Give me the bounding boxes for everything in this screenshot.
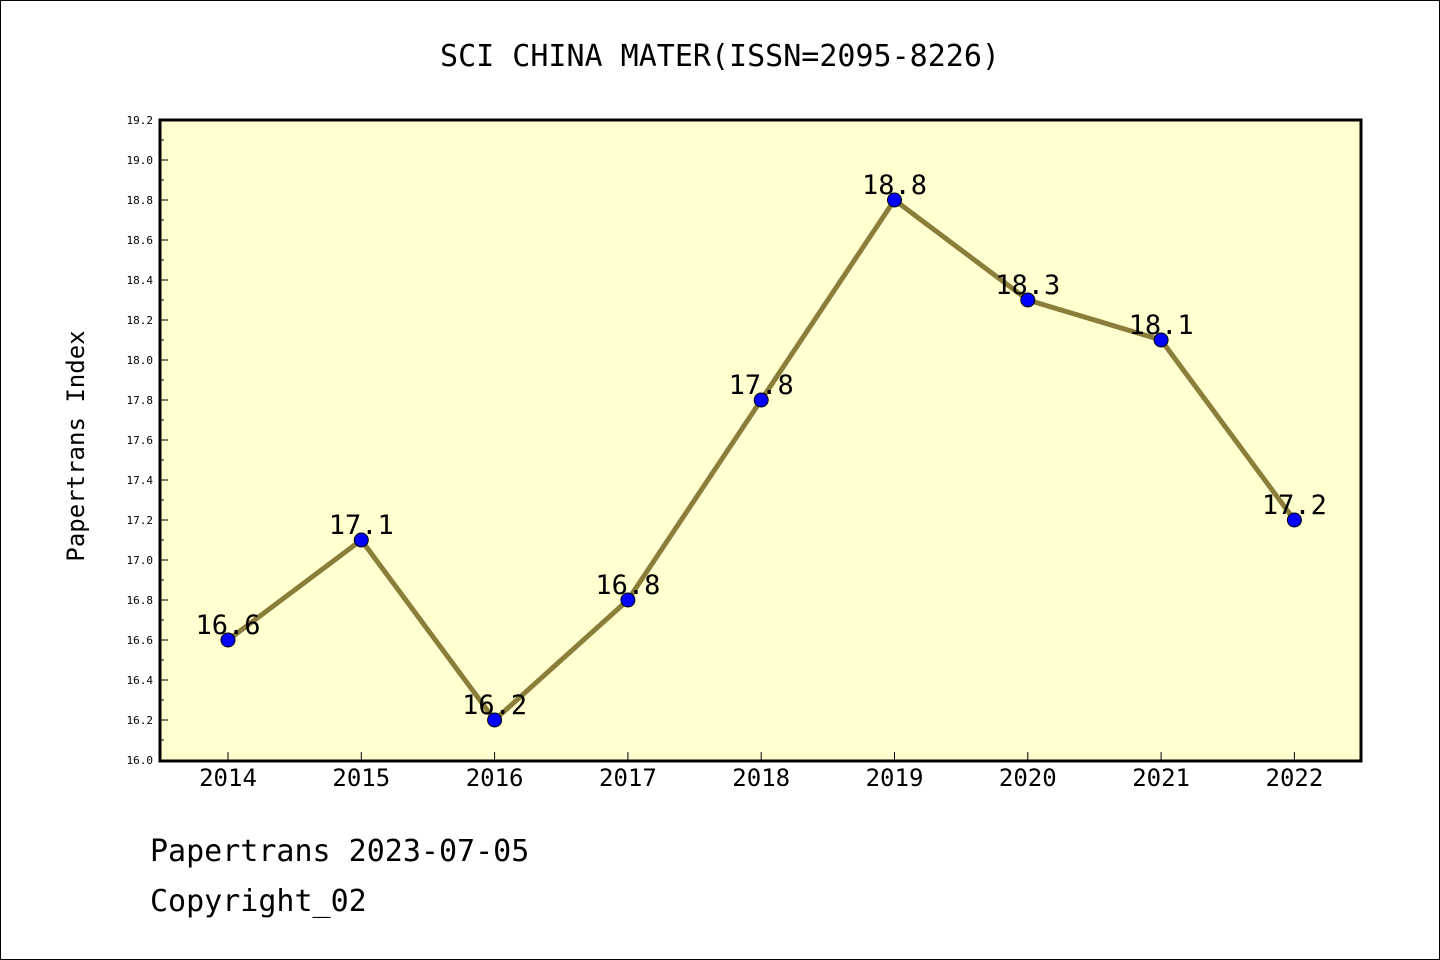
x-tick-label: 2018 — [732, 764, 790, 792]
y-tick-label: 16.2 — [127, 714, 154, 727]
data-point — [1153, 332, 1169, 348]
data-point — [753, 392, 769, 408]
data-labels: 16.6 17.1 16.2 16.8 17.8 18.8 18.3 18.1 17.2 — [195, 170, 1326, 721]
x-tick-label: 2015 — [332, 764, 390, 792]
data-label: 18.1 — [1129, 310, 1194, 341]
x-tick-label: 2017 — [599, 764, 657, 792]
data-label: 18.8 — [862, 170, 927, 201]
data-point — [220, 632, 236, 648]
x-tick-label: 2022 — [1266, 764, 1324, 792]
y-tick-label: 17.8 — [127, 394, 154, 407]
y-tick-label: 16.0 — [127, 754, 154, 767]
data-label: 16.2 — [462, 690, 527, 721]
y-tick-label: 19.2 — [127, 114, 154, 127]
x-tick-label: 2021 — [1132, 764, 1190, 792]
data-label: 17.1 — [329, 510, 394, 541]
data-point — [1020, 292, 1036, 308]
y-tick-label: 16.4 — [127, 674, 154, 687]
data-point — [1286, 512, 1302, 528]
y-tick-label: 18.2 — [127, 314, 154, 327]
y-tick-label: 18.0 — [127, 354, 154, 367]
chart-title: SCI CHINA MATER(ISSN=2095-8226) — [440, 39, 1000, 74]
data-point — [353, 532, 369, 548]
x-tick-label: 2020 — [999, 764, 1057, 792]
data-label: 17.8 — [729, 370, 794, 401]
footer-copyright-line: Copyright_02 — [150, 884, 367, 919]
data-point — [620, 592, 636, 608]
y-tick-label: 16.8 — [127, 594, 154, 607]
x-tick-label: 2016 — [466, 764, 524, 792]
y-tick-label: 19.0 — [127, 154, 154, 167]
footer-date-line: Papertrans 2023-07-05 — [150, 834, 530, 869]
y-tick-label: 17.6 — [127, 434, 154, 447]
data-label: 16.8 — [595, 570, 660, 601]
y-axis-ticks: 16.0 16.2 16.4 16.6 16.8 17.0 17.2 17.4 17.6 17.8… — [127, 114, 168, 767]
y-tick-label: 17.2 — [127, 514, 154, 527]
y-tick-label: 18.8 — [127, 194, 154, 207]
y-axis-label: Papertrans Index — [62, 330, 90, 561]
data-label: 16.6 — [195, 610, 260, 641]
data-label: 17.2 — [1262, 490, 1327, 521]
y-tick-label: 17.4 — [127, 474, 154, 487]
series-markers — [220, 192, 1302, 728]
y-tick-label: 18.4 — [127, 274, 154, 287]
plot-area — [158, 118, 1363, 763]
data-point — [487, 712, 503, 728]
x-axis-ticks: 2014 2015 2016 2017 2018 2019 2020 2021 2022 — [199, 752, 1323, 792]
y-tick-label: 16.6 — [127, 634, 154, 647]
data-label: 18.3 — [995, 270, 1060, 301]
x-tick-label: 2019 — [866, 764, 924, 792]
x-tick-label: 2014 — [199, 764, 257, 792]
y-tick-label: 17.0 — [127, 554, 154, 567]
y-tick-label: 18.6 — [127, 234, 154, 247]
data-point — [887, 192, 902, 208]
